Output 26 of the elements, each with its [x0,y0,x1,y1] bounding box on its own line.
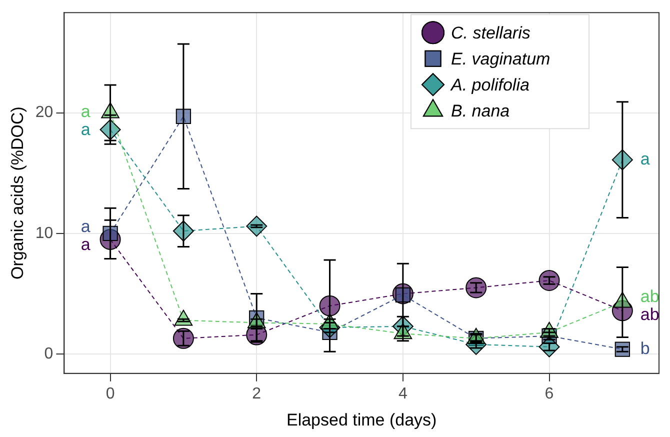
legend-label: E. vaginatum [451,49,550,68]
y-axis-title: Organic acids (%DOC) [8,106,27,280]
y-tick-label: 20 [35,104,54,122]
x-tick-label: 0 [106,385,115,402]
point [538,270,560,291]
legend-label: A. polifolia [450,75,530,94]
data-label: a [80,217,91,236]
point [319,295,340,316]
data-label: a [80,102,91,121]
x-tick-label: 4 [398,385,408,402]
y-tick-label: 0 [44,346,54,362]
legend-label: C. stellaris [451,23,531,42]
x-axis-title: Elapsed time (days) [286,410,437,430]
x-tick-label: 6 [544,385,554,402]
data-label: ab [640,287,660,306]
legend-label: B. nana [451,101,510,120]
x-tick-label: 2 [252,385,262,402]
data-label: a [640,150,650,169]
data-label: a [80,120,91,139]
data-label: b [640,338,650,358]
point [538,336,560,358]
y-tick-label: 10 [35,224,54,242]
data-label: a [80,235,91,254]
data-label: ab [640,305,660,324]
point [172,328,194,349]
point [466,277,487,298]
